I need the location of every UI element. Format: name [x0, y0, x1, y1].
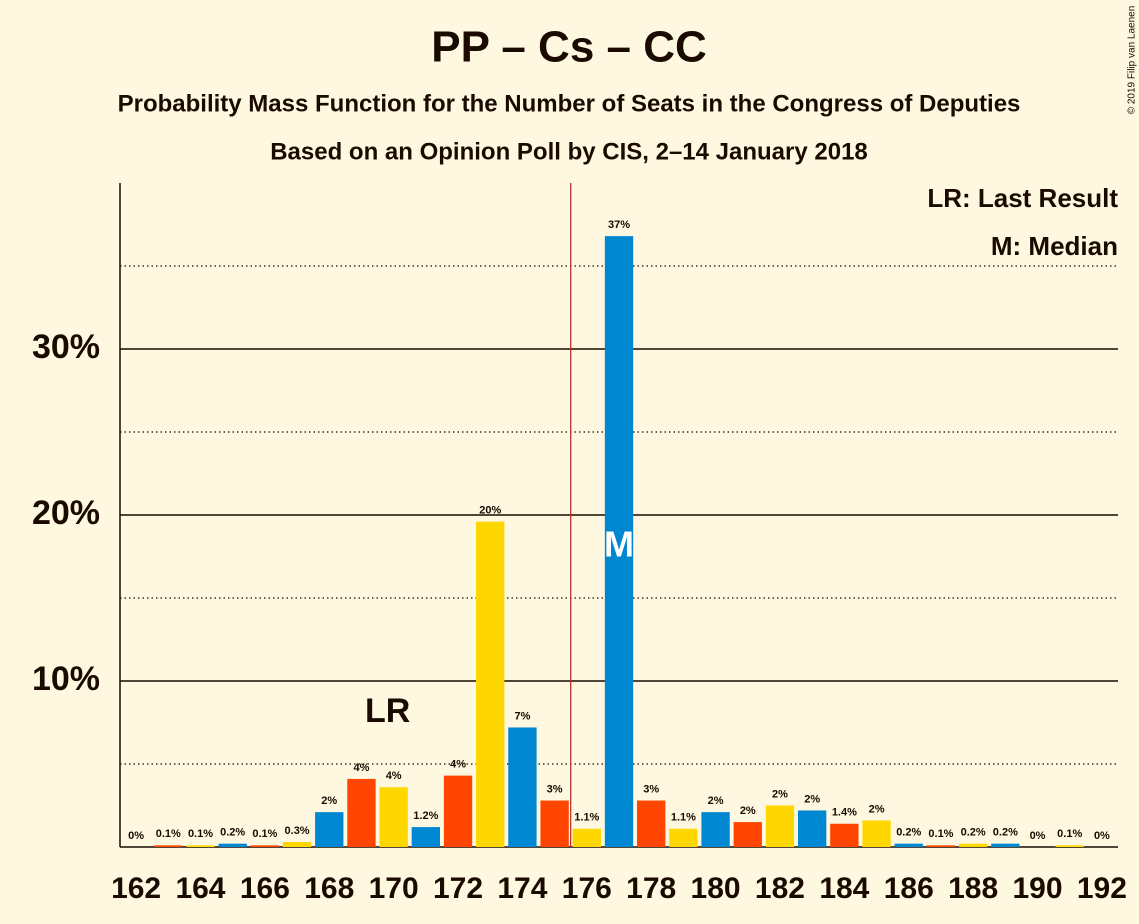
- x-tick-label: 168: [304, 872, 354, 905]
- data-label: 0.1%: [928, 828, 953, 840]
- x-tick-label: 176: [562, 872, 612, 905]
- bar: [218, 843, 247, 847]
- bar: [476, 521, 505, 847]
- x-tick-label: 170: [369, 872, 419, 905]
- bar: [282, 842, 312, 847]
- bar: [572, 828, 601, 847]
- y-tick-label: 10%: [32, 660, 100, 698]
- bar: [508, 727, 537, 847]
- x-tick-label: 182: [755, 872, 805, 905]
- y-tick-label: 20%: [32, 494, 100, 532]
- data-label: 2%: [869, 803, 885, 815]
- data-label: 0.1%: [1057, 828, 1082, 840]
- x-tick-label: 174: [497, 872, 547, 905]
- bar: [315, 812, 344, 847]
- median-marker: M: [604, 524, 634, 565]
- bar: [958, 843, 988, 847]
- data-label: 1.1%: [574, 812, 599, 824]
- data-label: 3%: [643, 783, 659, 795]
- chart-subtitle: Probability Mass Function for the Number…: [118, 90, 1021, 117]
- data-label: 0.3%: [285, 825, 310, 837]
- bar: [379, 787, 408, 847]
- bar: [443, 775, 473, 847]
- data-label: 20%: [479, 505, 501, 517]
- chart-title: PP – Cs – CC: [431, 23, 707, 72]
- x-tick-label: 186: [884, 872, 934, 905]
- data-label: 0.2%: [896, 827, 921, 839]
- data-label: 2%: [321, 795, 337, 807]
- data-label: 0.1%: [156, 828, 181, 840]
- bar: [862, 820, 891, 847]
- bar: [604, 236, 634, 847]
- x-tick-label: 192: [1077, 872, 1127, 905]
- chart-subtitle: Based on an Opinion Poll by CIS, 2–14 Ja…: [270, 138, 868, 165]
- bar: [733, 822, 762, 847]
- bar: [540, 800, 569, 847]
- bar: [765, 805, 795, 847]
- bar: [991, 843, 1020, 847]
- data-label: 2%: [804, 793, 820, 805]
- data-label: 1.2%: [413, 810, 438, 822]
- x-tick-label: 190: [1012, 872, 1062, 905]
- y-tick-label: 30%: [32, 328, 100, 366]
- x-tick-label: 166: [240, 872, 290, 905]
- data-label: 1.1%: [671, 812, 696, 824]
- bar: [926, 845, 956, 847]
- bar: [347, 778, 376, 847]
- x-tick-label: 164: [175, 872, 225, 905]
- x-tick-label: 178: [626, 872, 676, 905]
- data-label: 3%: [547, 783, 563, 795]
- x-tick-label: 184: [819, 872, 869, 905]
- data-label: 7%: [514, 710, 530, 722]
- data-label: 2%: [708, 795, 724, 807]
- data-label: 0%: [1030, 830, 1046, 842]
- data-label: 0.2%: [961, 827, 986, 839]
- bar: [186, 845, 215, 847]
- data-label: 2%: [740, 805, 756, 817]
- x-tick-label: 180: [691, 872, 741, 905]
- copyright: © 2019 Filip van Laenen: [1127, 6, 1138, 115]
- bar: [154, 845, 183, 847]
- bar: [701, 812, 730, 847]
- data-label: 0.2%: [220, 827, 245, 839]
- bar: [250, 845, 280, 847]
- x-tick-label: 162: [111, 872, 161, 905]
- data-label: 0%: [128, 830, 144, 842]
- bar: [894, 843, 923, 847]
- legend-entry: M: Median: [991, 231, 1118, 261]
- last-result-marker: LR: [365, 692, 410, 730]
- data-label: 1.4%: [832, 807, 857, 819]
- bar: [669, 828, 698, 847]
- data-label: 4%: [353, 762, 369, 774]
- bar: [830, 823, 859, 847]
- bar: [637, 800, 666, 847]
- data-label: 4%: [386, 770, 402, 782]
- data-label: 0%: [1094, 830, 1110, 842]
- data-label: 37%: [608, 219, 630, 231]
- data-label: 2%: [772, 788, 788, 800]
- x-tick-label: 172: [433, 872, 483, 905]
- bar: [411, 827, 441, 847]
- data-label: 4%: [450, 759, 466, 771]
- bar: [1055, 845, 1084, 847]
- data-label: 0.1%: [188, 828, 213, 840]
- data-label: 0.2%: [993, 827, 1018, 839]
- bar: [797, 810, 827, 847]
- legend-entry: LR: Last Result: [927, 183, 1118, 213]
- data-label: 0.1%: [252, 828, 277, 840]
- x-tick-label: 188: [948, 872, 998, 905]
